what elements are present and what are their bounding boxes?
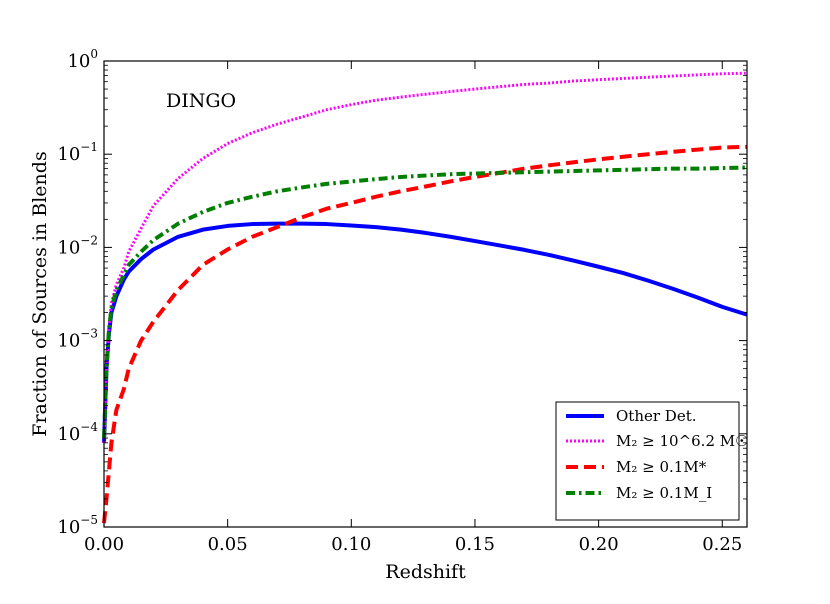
x-tick-label-5: 0.25	[702, 534, 742, 555]
y-tick-label-4: 10−1	[57, 140, 98, 165]
labels-layer: 0.00 0.05 0.10 0.15 0.20 0.25 10−5 10−4 10−3 10−2…	[57, 47, 742, 555]
legend-label-4: M₂ ≥ 0.1M_I	[616, 484, 712, 502]
y-tick-label-1: 10−4	[57, 420, 98, 445]
legend-label-3: M₂ ≥ 0.1M*	[616, 458, 707, 476]
series-line-1	[102, 221, 748, 443]
x-tick-label-2: 0.10	[331, 534, 371, 555]
legend-box	[555, 401, 740, 521]
legend-label-1: Other Det.	[616, 407, 697, 425]
x-tick-label-3: 0.15	[455, 534, 495, 555]
series-line-4	[102, 165, 748, 439]
ticks-layer	[103, 60, 747, 528]
series-layer	[102, 71, 748, 524]
y-tick-label-0: 10−5	[57, 513, 98, 538]
y-tick-label-2: 10−3	[57, 327, 98, 352]
legend-label-2: M₂ ≥ 10^6.2 M☉	[616, 432, 749, 450]
plot-frame	[103, 60, 748, 528]
x-tick-label-4: 0.20	[579, 534, 619, 555]
x-tick-label-1: 0.05	[208, 534, 248, 555]
y-tick-label-3: 10−2	[57, 233, 98, 258]
x-axis-title: Redshift	[385, 561, 466, 583]
y-axis-title: Fraction of Sources in Blends	[29, 151, 51, 436]
y-tick-label-5: 100	[67, 47, 98, 72]
series-line-2	[102, 71, 748, 443]
dataset-annotation: DINGO	[166, 90, 236, 112]
x-tick-label-0: 0.00	[84, 534, 124, 555]
legend: Other Det. M₂ ≥ 10^6.2 M☉ M₂ ≥ 0.1M* M₂ ≥ 0…	[555, 401, 749, 521]
legend-entries: Other Det. M₂ ≥ 10^6.2 M☉ M₂ ≥ 0.1M* M₂ ≥ 0…	[566, 407, 749, 502]
